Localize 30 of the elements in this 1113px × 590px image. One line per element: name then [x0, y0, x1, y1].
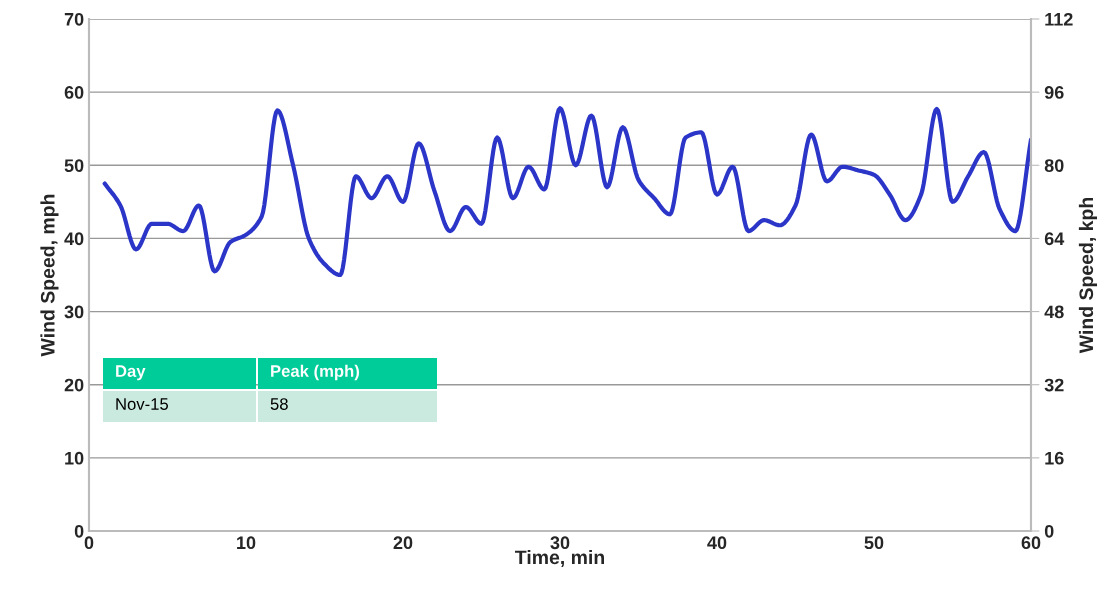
annotation: 58: [270, 398, 288, 410]
x-tick-label: 50: [864, 536, 884, 550]
y-axis-title: Wind Speed, mph: [40, 194, 59, 357]
y-tick-label: 20: [64, 378, 84, 392]
x-axis-title: Time, min: [515, 549, 605, 568]
annotation: Nov-15: [116, 398, 169, 410]
y2-axis-title: Wind Speed, kph: [1078, 197, 1097, 354]
x-tick-label: 10: [237, 536, 256, 550]
y-tick-label: 30: [64, 305, 84, 319]
y2-tick-label: 112: [1045, 12, 1073, 26]
y2-tick-label: 96: [1044, 86, 1064, 99]
y2-tick-label: 0: [1044, 524, 1054, 538]
x-tick-label: 40: [707, 536, 727, 550]
y-tick-label: 0: [74, 524, 84, 538]
y-tick-label: 60: [64, 86, 84, 99]
x-tick-label: 60: [1021, 536, 1041, 550]
y-tick-label: 10: [65, 451, 84, 465]
y-tick-label: 40: [64, 232, 84, 246]
annotation: Peak (mph): [271, 364, 360, 381]
y2-tick-label: 16: [1045, 451, 1064, 465]
x-tick-label: 20: [393, 536, 413, 550]
y-tick-label: 50: [64, 159, 84, 173]
annotation: Day: [116, 365, 146, 381]
y2-tick-label: 32: [1044, 378, 1064, 392]
y2-tick-label: 64: [1044, 232, 1065, 246]
y-tick-label: 70: [64, 12, 84, 26]
y2-tick-label: 80: [1044, 159, 1064, 173]
y2-tick-label: 48: [1044, 305, 1064, 319]
x-tick-label: 30: [550, 536, 570, 550]
x-tick-label: 0: [84, 536, 94, 550]
